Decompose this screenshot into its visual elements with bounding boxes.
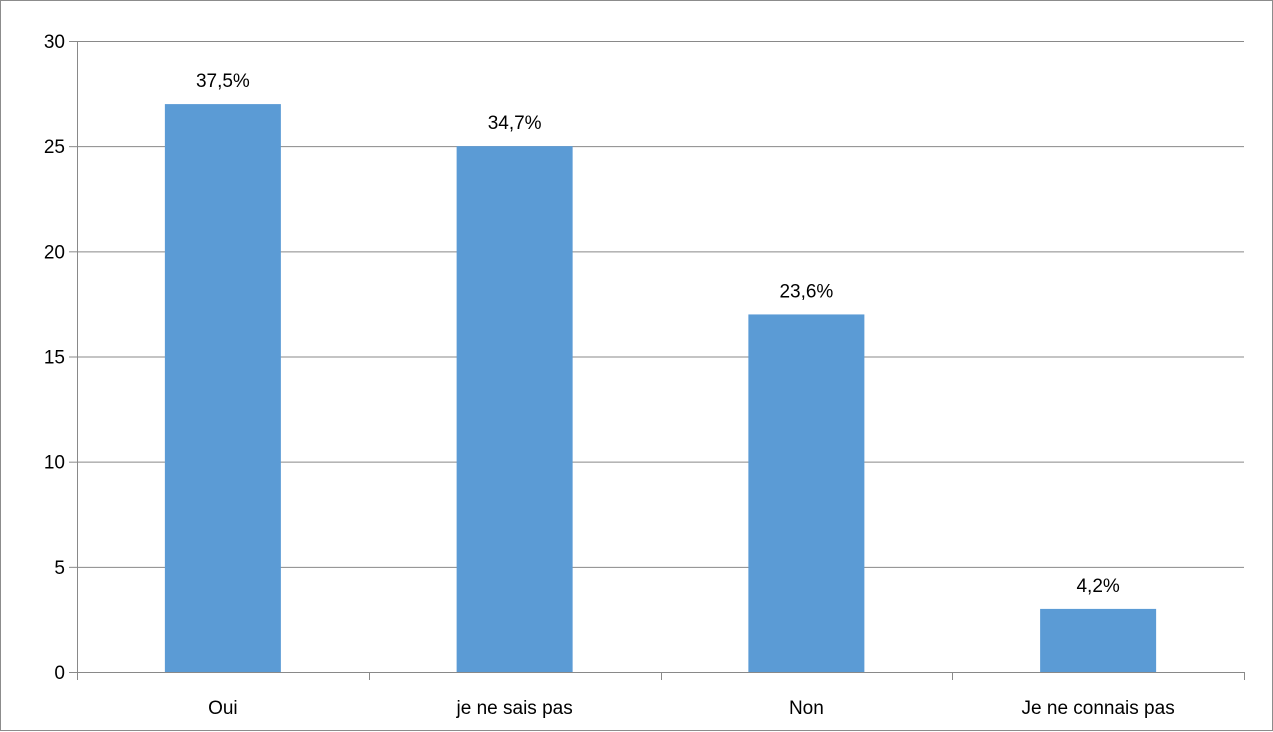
axes <box>69 41 1245 680</box>
x-tick-label: Non <box>789 698 824 719</box>
bar <box>164 104 281 673</box>
data-label: 23,6% <box>779 281 833 302</box>
x-tick-label: Oui <box>208 698 238 719</box>
bar <box>748 314 865 672</box>
x-tick-label: je ne sais pas <box>456 698 573 719</box>
y-tick-label: 15 <box>44 348 65 369</box>
y-tick-label: 10 <box>44 453 65 474</box>
x-tick-label: Je ne connais pas <box>1022 698 1175 719</box>
data-label: 34,7% <box>488 113 542 134</box>
data-label: 37,5% <box>196 71 250 92</box>
bar <box>1040 608 1157 672</box>
y-tick-label: 30 <box>44 32 65 53</box>
y-tick-label: 5 <box>54 558 65 579</box>
bar <box>456 146 573 672</box>
y-tick-label: 25 <box>44 137 65 158</box>
y-tick-label: 0 <box>54 663 65 684</box>
y-tick-label: 20 <box>44 242 65 263</box>
bars <box>164 104 1157 673</box>
labels: 0 5 10 15 20 25 30 37,5% Oui 34,7% je ne sais pas 2… <box>44 32 1175 719</box>
data-label: 4,2% <box>1076 576 1119 597</box>
